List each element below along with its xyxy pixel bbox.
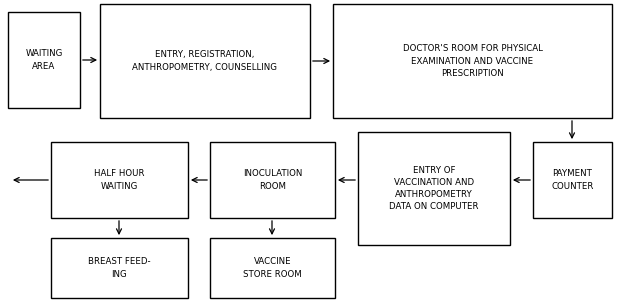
Bar — [51, 142, 188, 218]
Bar — [100, 4, 310, 118]
Bar — [333, 4, 612, 118]
Text: VACCINE
STORE ROOM: VACCINE STORE ROOM — [243, 257, 302, 278]
Bar — [358, 132, 510, 245]
Bar — [210, 142, 335, 218]
Text: DOCTOR'S ROOM FOR PHYSICAL
EXAMINATION AND VACCINE
PRESCRIPTION: DOCTOR'S ROOM FOR PHYSICAL EXAMINATION A… — [402, 44, 542, 78]
Text: WAITING
AREA: WAITING AREA — [25, 49, 63, 71]
Text: HALF HOUR
WAITING: HALF HOUR WAITING — [94, 169, 145, 191]
Text: PAYMENT
COUNTER: PAYMENT COUNTER — [551, 169, 594, 191]
Text: INOCULATION
ROOM: INOCULATION ROOM — [243, 169, 302, 191]
Bar — [533, 142, 612, 218]
Text: ENTRY OF
VACCINATION AND
ANTHROPOMETRY
DATA ON COMPUTER: ENTRY OF VACCINATION AND ANTHROPOMETRY D… — [389, 166, 479, 211]
Bar — [51, 238, 188, 298]
Bar — [8, 12, 80, 108]
Text: BREAST FEED-
ING: BREAST FEED- ING — [88, 257, 151, 278]
Text: ENTRY, REGISTRATION,
ANTHROPOMETRY, COUNSELLING: ENTRY, REGISTRATION, ANTHROPOMETRY, COUN… — [132, 51, 278, 71]
Bar — [210, 238, 335, 298]
